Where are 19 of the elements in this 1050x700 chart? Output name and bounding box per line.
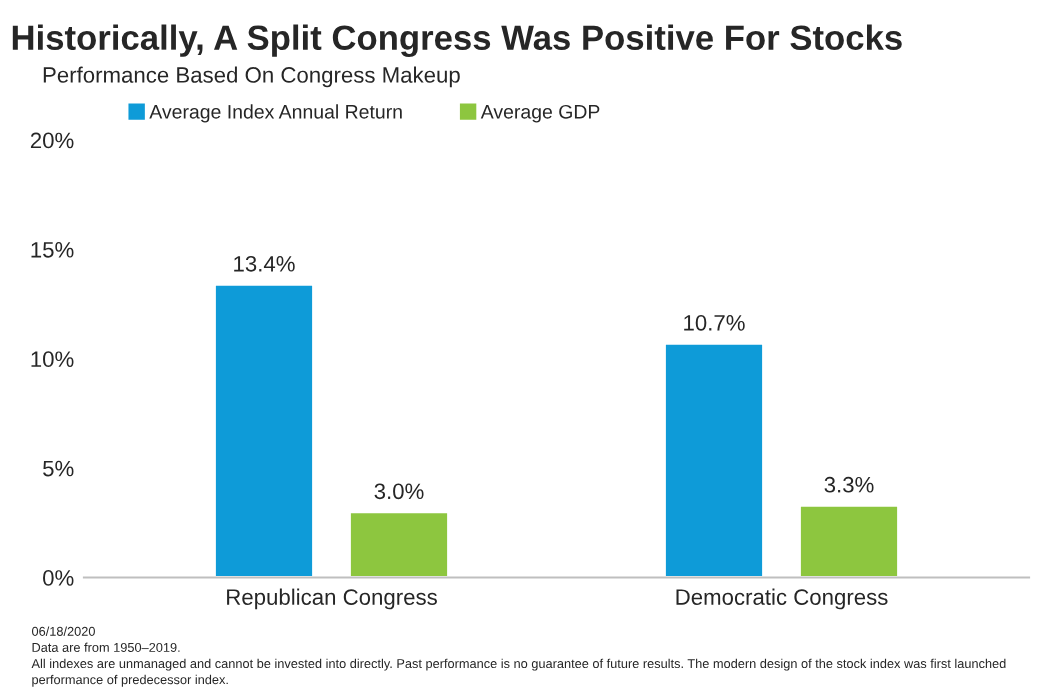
data-label: 3.0%: [374, 483, 424, 500]
y-tick-label: 15%: [31, 242, 74, 258]
legend-label: Average GDP: [480, 104, 600, 123]
bar: [798, 503, 900, 578]
y-tick-label: 0%: [43, 570, 74, 586]
legend-label: Average Index Annual Return: [149, 104, 402, 123]
bar: [348, 510, 450, 578]
x-tick-label: Democratic Congress: [676, 588, 888, 610]
chart-title: Historically, A Split Congress Was Positive For Stocks: [12, 24, 902, 58]
bar: [663, 342, 765, 578]
y-tick-label: 10%: [31, 351, 74, 368]
x-tick-label: Republican Congress: [227, 588, 437, 610]
data-label: 13.4%: [234, 255, 295, 272]
y-tick-label: 20%: [30, 132, 74, 149]
data-label: 3.3%: [824, 476, 874, 493]
chart-subtitle: Performance Based On Congress Makeup: [43, 66, 460, 88]
data-label: 10.7%: [684, 314, 745, 331]
bar: [213, 282, 315, 578]
y-tick-label: 5%: [43, 460, 74, 477]
